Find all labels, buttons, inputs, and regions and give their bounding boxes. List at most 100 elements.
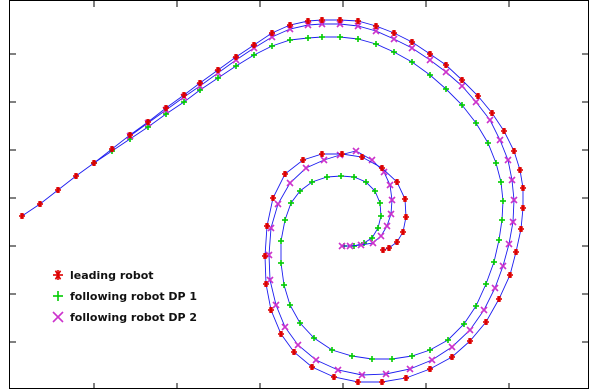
data-point-leading-robot (331, 374, 337, 380)
data-point-following-robot-dp-2 (357, 241, 365, 249)
data-point-following-robot-dp-2 (334, 366, 342, 374)
data-point-leading-robot (511, 148, 517, 154)
data-point-following-robot-dp-2 (302, 164, 310, 172)
data-point-leading-robot (73, 173, 79, 179)
data-point-following-robot-dp-1 (427, 72, 433, 78)
axis-ticks (10, 1, 588, 389)
data-point-following-robot-dp-2 (406, 365, 414, 373)
data-point-leading-robot (278, 331, 284, 337)
data-point-following-robot-dp-1 (278, 238, 284, 244)
data-point-following-robot-dp-1 (297, 188, 303, 194)
data-point-leading-robot (518, 226, 524, 232)
data-point-following-robot-dp-1 (287, 302, 293, 308)
data-point-following-robot-dp-2 (458, 82, 466, 90)
legend-marker-following-robot-dp-1 (53, 291, 63, 301)
data-point-following-robot-dp-2 (426, 56, 434, 64)
data-point-leading-robot (517, 167, 523, 173)
data-point-leading-robot (355, 18, 361, 24)
data-point-leading-robot (386, 245, 392, 251)
data-point-following-robot-dp-2 (509, 218, 517, 226)
legend-symbol (53, 270, 63, 280)
series-line-following-robot-dp-2 (129, 23, 515, 376)
data-point-following-robot-dp-1 (288, 200, 294, 206)
data-point-following-robot-dp-1 (329, 347, 335, 353)
data-point-leading-robot (145, 119, 151, 125)
data-point-following-robot-dp-1 (233, 63, 239, 69)
data-point-leading-robot (409, 39, 415, 45)
data-point-leading-robot (127, 132, 133, 138)
data-point-leading-robot (355, 379, 361, 385)
data-point-following-robot-dp-2 (408, 44, 416, 52)
data-point-leading-robot (91, 160, 97, 166)
data-point-following-robot-dp-2 (486, 116, 494, 124)
data-point-following-robot-dp-1 (351, 174, 357, 180)
data-point-following-robot-dp-1 (377, 200, 383, 206)
data-point-following-robot-dp-2 (428, 356, 436, 364)
data-point-following-robot-dp-1 (500, 198, 506, 204)
data-point-leading-robot (109, 146, 115, 152)
data-point-leading-robot (339, 151, 345, 157)
data-point-following-robot-dp-1 (369, 235, 375, 241)
data-point-following-robot-dp-1 (375, 225, 381, 231)
data-point-following-robot-dp-2 (320, 156, 328, 164)
data-point-leading-robot (443, 62, 449, 68)
data-point-leading-robot (268, 307, 274, 313)
data-point-leading-robot (319, 151, 325, 157)
data-point-following-robot-dp-2 (368, 156, 376, 164)
data-point-following-robot-dp-1 (311, 335, 317, 341)
legend-marker-following-robot-dp-2 (52, 311, 64, 323)
data-point-following-robot-dp-2 (274, 200, 282, 208)
data-point-following-robot-dp-1 (378, 213, 384, 219)
data-point-following-robot-dp-1 (372, 188, 378, 194)
data-point-following-robot-dp-1 (281, 282, 287, 288)
data-point-leading-robot (483, 319, 489, 325)
data-point-leading-robot (251, 42, 257, 48)
data-point-leading-robot (403, 214, 409, 220)
data-point-following-robot-dp-2 (499, 262, 507, 270)
data-point-following-robot-dp-2 (448, 343, 456, 351)
data-point-following-robot-dp-2 (508, 176, 516, 184)
data-point-following-robot-dp-2 (510, 196, 518, 204)
data-point-following-robot-dp-1 (215, 75, 221, 81)
data-point-leading-robot (489, 110, 495, 116)
data-point-leading-robot (400, 229, 406, 235)
data-point-following-robot-dp-1 (373, 41, 379, 47)
data-point-leading-robot (402, 196, 408, 202)
legend: leading robot following robot DP 1 follo… (52, 269, 197, 324)
data-point-following-robot-dp-1 (461, 321, 467, 327)
data-point-following-robot-dp-1 (309, 179, 315, 185)
data-point-leading-robot (501, 128, 507, 134)
data-point-following-robot-dp-2 (346, 242, 354, 250)
data-point-leading-robot (309, 364, 315, 370)
data-point-leading-robot (233, 54, 239, 60)
data-point-following-robot-dp-1 (445, 337, 451, 343)
data-point-following-robot-dp-1 (297, 320, 303, 326)
data-point-following-robot-dp-1 (473, 303, 479, 309)
data-point-following-robot-dp-1 (483, 281, 489, 287)
data-point-following-robot-dp-2 (504, 156, 512, 164)
legend-label-leading-robot: leading robot (70, 269, 154, 282)
data-point-leading-robot (305, 18, 311, 24)
data-point-following-robot-dp-1 (278, 260, 284, 266)
data-point-following-robot-dp-1 (443, 86, 449, 92)
data-point-following-robot-dp-2 (505, 240, 513, 248)
data-point-following-robot-dp-2 (390, 35, 398, 43)
data-point-leading-robot (513, 249, 519, 255)
data-point-leading-robot (264, 223, 270, 229)
data-point-following-robot-dp-1 (338, 173, 344, 179)
data-point-leading-robot (19, 213, 25, 219)
data-point-following-robot-dp-2 (352, 147, 360, 155)
data-point-following-robot-dp-1 (363, 179, 369, 185)
plot-frame (9, 0, 589, 389)
data-point-following-robot-dp-1 (181, 99, 187, 105)
series-layer (19, 17, 526, 385)
data-point-following-robot-dp-1 (369, 356, 375, 362)
data-point-following-robot-dp-1 (491, 259, 497, 265)
legend-symbol (53, 291, 63, 301)
data-point-following-robot-dp-1 (251, 52, 257, 58)
series-line-leading-robot (21, 19, 524, 383)
data-point-following-robot-dp-1 (473, 120, 479, 126)
data-point-following-robot-dp-1 (459, 102, 465, 108)
data-point-following-robot-dp-2 (383, 222, 391, 230)
